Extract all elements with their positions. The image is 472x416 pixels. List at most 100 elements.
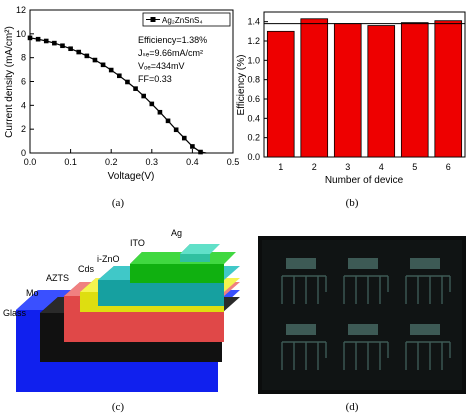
panel-a-annotation-efficiency: Efficiency=1.38% xyxy=(138,35,207,45)
photo-cell-pad xyxy=(410,258,440,269)
panel-a-legend-label: Ag₂ZnSnS₄ xyxy=(162,16,203,25)
panel-b-xtick-label: 4 xyxy=(379,162,384,172)
panel-a-jv-chart: 0.0 0.1 0.2 0.3 0.4 0.5 0 2 4 6 8 10 12 Ag₂ZnSnS₄ Ef… xyxy=(4,5,239,209)
panel-a-xlabel: Voltage(V) xyxy=(108,171,155,182)
layer-ag xyxy=(180,244,220,262)
panel-b-bar xyxy=(300,18,329,158)
photo-cell xyxy=(343,258,389,304)
panel-a-annotation-ff: FF=0.33 xyxy=(138,74,172,84)
panel-a-ytick-label: 2 xyxy=(21,124,26,134)
panel-b-caption: (b) xyxy=(346,197,359,209)
panel-a-axes: 0.0 0.1 0.2 0.3 0.4 0.5 0 2 4 6 8 10 12 xyxy=(16,5,239,167)
panel-b-bar xyxy=(333,23,362,158)
panel-b-ytick-label: 1.2 xyxy=(247,36,260,46)
panel-a-ytick-label: 8 xyxy=(21,53,26,63)
panel-b-xtick-label: 1 xyxy=(278,162,283,172)
panel-b-ytick-label: 0.8 xyxy=(247,75,260,85)
panel-a-ylabel: Current density (mA/cm²) xyxy=(4,26,15,138)
photo-cell-pad xyxy=(348,324,378,335)
photo-cell-grid xyxy=(281,258,451,370)
panel-b-plot-frame xyxy=(263,11,466,158)
panel-d-caption: (d) xyxy=(346,401,359,413)
panel-a-data-point xyxy=(141,93,146,99)
panel-a-data-point xyxy=(35,36,41,42)
panel-a-series xyxy=(27,35,207,155)
panel-a-data-point xyxy=(165,118,171,124)
label-glass: Glass xyxy=(3,308,27,318)
panel-a-ytick-label: 12 xyxy=(16,5,26,15)
label-azts: AZTS xyxy=(46,273,69,283)
panel-a-xtick-label: 0.0 xyxy=(24,157,37,167)
panel-a-xtick-label: 0.5 xyxy=(227,157,240,167)
panel-a-legend-marker xyxy=(150,17,156,22)
photo-cell-pad xyxy=(286,324,316,335)
panel-b-bar xyxy=(367,25,396,158)
panel-c-device-stack: Glass Mo AZTS Cds i-ZnO ITO Ag (c) xyxy=(3,228,240,413)
panel-a-data-point xyxy=(43,38,49,44)
panel-a-data-point xyxy=(76,49,82,55)
panel-c-caption: (c) xyxy=(112,401,125,413)
panel-a-caption: (a) xyxy=(112,197,125,209)
panel-b-ytick-label: 0.2 xyxy=(247,133,260,143)
panel-a-xtick-label: 0.1 xyxy=(64,157,77,167)
photo-cell-pad xyxy=(410,324,440,335)
panel-b-bars xyxy=(264,18,465,158)
panel-a-data-point xyxy=(27,35,33,41)
panel-b-xtick-label: 5 xyxy=(412,162,417,172)
panel-b-ytick-label: 1.0 xyxy=(247,55,260,65)
layer-ito-front xyxy=(130,264,224,283)
panel-a-data-point xyxy=(149,101,155,107)
panel-d-device-photo: (d) xyxy=(258,236,466,413)
layer-izno-front xyxy=(98,280,224,306)
panel-a-data-point xyxy=(68,46,73,52)
panel-b-ylabel: Efficiency (%) xyxy=(236,55,247,116)
panel-b-ytick-label: 1.4 xyxy=(247,17,260,27)
panel-a-data-point xyxy=(125,79,130,85)
panel-a-legend-box xyxy=(142,12,231,27)
panel-a-ytick-label: 0 xyxy=(21,148,26,158)
panel-a-data-point xyxy=(133,86,138,91)
label-mo: Mo xyxy=(26,288,39,298)
panel-b-efficiency-chart: 0.0 0.2 0.4 0.6 0.8 1.0 1.2 1.4 1 2 3 4 5 6 Number of… xyxy=(236,11,466,209)
photo-cell xyxy=(281,258,327,304)
panel-b-xlabel: Number of device xyxy=(325,175,404,186)
label-ag: Ag xyxy=(171,228,182,238)
label-izno: i-ZnO xyxy=(97,254,120,264)
panel-b-xtick-label: 6 xyxy=(446,162,451,172)
panel-b-bar xyxy=(434,20,463,158)
panel-a-data-point xyxy=(60,43,65,49)
panel-a-ytick-label: 4 xyxy=(21,100,26,110)
panel-a-data-point xyxy=(52,40,57,46)
panel-b-xtick-label: 3 xyxy=(345,162,350,172)
panel-b-bar xyxy=(266,30,295,158)
panel-a-annotation-jsc: Jₛₑ=9.66mA/cm² xyxy=(138,48,203,58)
panel-a-data-point xyxy=(100,62,106,68)
panel-a-data-point xyxy=(198,149,203,155)
panel-a-data-point xyxy=(173,127,179,133)
panel-a-xtick-label: 0.2 xyxy=(105,157,118,167)
panel-b-ytick-label: 0.0 xyxy=(247,152,260,162)
panel-b-bar xyxy=(400,22,429,158)
panel-a-ytick-label: 10 xyxy=(16,29,26,39)
photo-cell xyxy=(405,258,451,304)
panel-b-ytick-label: 0.6 xyxy=(247,94,260,104)
panel-a-data-point xyxy=(190,144,195,149)
layer-ag-front xyxy=(180,254,210,262)
panel-a-data-point xyxy=(92,57,98,63)
panel-a-data-point xyxy=(84,53,90,59)
panel-a-data-point xyxy=(117,73,122,79)
panel-a-legend: Ag₂ZnSnS₄ xyxy=(142,12,231,27)
panel-a-xtick-label: 0.4 xyxy=(186,157,199,167)
panel-a-data-point xyxy=(157,109,163,115)
panel-a-plot-frame xyxy=(29,9,234,154)
panel-b-ytick-label: 0.4 xyxy=(247,113,260,123)
panel-a-annotation-voc: Vₒₑ=434mV xyxy=(138,61,185,71)
photo-cell xyxy=(343,324,389,370)
photo-cell xyxy=(281,324,327,370)
photo-cell-pad xyxy=(348,258,378,269)
panel-b-xtick-label: 2 xyxy=(312,162,317,172)
panel-a-data-point xyxy=(181,135,187,141)
photo-cell xyxy=(405,324,451,370)
label-ito: ITO xyxy=(130,238,145,248)
